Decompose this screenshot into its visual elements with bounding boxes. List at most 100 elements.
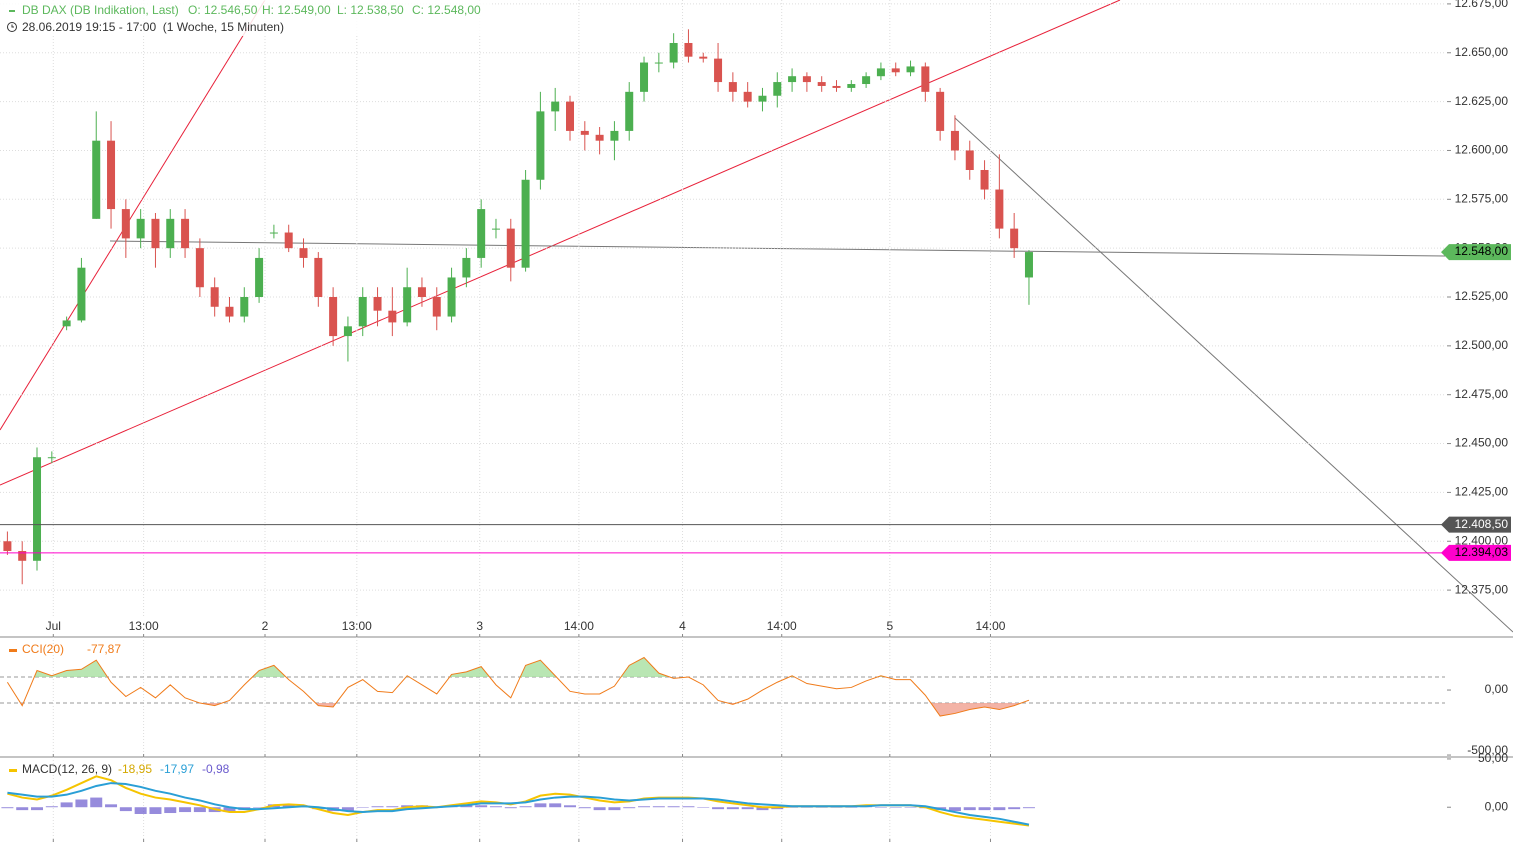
candle-body (965, 150, 974, 170)
indicator-value: -18,95 (118, 762, 152, 776)
histogram-bar (578, 807, 591, 809)
histogram-bar (1, 807, 14, 809)
candle-body (610, 130, 619, 141)
candle-body (699, 56, 708, 59)
histogram-bar (1022, 807, 1035, 809)
histogram-bar (356, 807, 369, 808)
indicator-title: CCI(20) (22, 642, 64, 656)
candle-body (136, 218, 145, 239)
candle-body (506, 228, 515, 268)
candle-body (728, 82, 737, 92)
candle-body (47, 457, 56, 459)
candle-body (714, 58, 723, 83)
candle-body (536, 111, 545, 180)
trendline (0, 0, 266, 431)
candle-body (77, 267, 86, 321)
candle-body (462, 257, 471, 278)
candle-body (566, 101, 575, 131)
candle-body (195, 248, 204, 288)
y-tick-label: 12.575,00 (1455, 191, 1509, 205)
candle-body (684, 42, 693, 57)
candle-body (625, 91, 634, 131)
histogram-bar (90, 797, 103, 808)
x-tick-label: 4 (679, 619, 686, 633)
chart-subtitle: 28.06.2019 19:15 - 17:00 (1 Woche, 15 Mi… (22, 20, 284, 34)
candle-body (862, 76, 871, 85)
histogram-bar (475, 805, 488, 808)
candle-body (891, 68, 900, 73)
candle-body (773, 82, 782, 96)
candle-body (210, 287, 219, 307)
candle-body (33, 457, 42, 561)
candle-body (551, 101, 560, 112)
candle-body (92, 140, 101, 219)
histogram-bar (371, 806, 384, 808)
candle-body (817, 82, 826, 86)
price-tag-label: 12.548,00 (1455, 244, 1509, 258)
ohlc-label: O: 12.546,50 (188, 3, 258, 17)
histogram-bar (179, 807, 192, 813)
indicator-value: -17,97 (160, 762, 194, 776)
candle-body (240, 297, 249, 317)
candle-body (314, 257, 323, 298)
candle-body (343, 326, 352, 337)
candle-body (906, 66, 915, 73)
histogram-bar (830, 807, 843, 808)
macd-line (7, 782, 1030, 826)
candle-body (936, 91, 945, 131)
candle-body (580, 130, 589, 135)
y-tick-label: 50,00 (1478, 751, 1508, 765)
y-tick-label: 12.500,00 (1455, 338, 1509, 352)
histogram-bar (134, 807, 147, 814)
y-tick-label: 12.525,00 (1455, 289, 1509, 303)
candle-body (403, 287, 412, 323)
chart-title: DB DAX (DB Indikation, Last) (22, 3, 179, 17)
price-tag-label: 12.408,50 (1455, 517, 1509, 531)
price-tag (1441, 544, 1511, 561)
candle-body (432, 297, 441, 317)
histogram-bar (904, 807, 917, 808)
histogram-bar (800, 807, 813, 808)
histogram-bar (164, 807, 177, 814)
histogram-bar (105, 804, 118, 808)
histogram-bar (667, 806, 680, 808)
y-tick-label: 12.450,00 (1455, 436, 1509, 450)
candle-body (121, 209, 130, 239)
candle-body (181, 218, 190, 249)
candle-body (255, 257, 264, 298)
candle-body (654, 62, 663, 64)
candle-body (921, 66, 930, 92)
histogram-bar (593, 807, 606, 811)
histogram-bar (697, 807, 710, 808)
header-backdrop (0, 0, 490, 36)
ohlc-label: C: 12.548,00 (412, 3, 481, 17)
histogram-bar (1008, 807, 1021, 810)
legend-swatch (9, 10, 15, 12)
candle-body (876, 68, 885, 77)
y-tick-label: 12.650,00 (1455, 45, 1509, 59)
histogram-bar (149, 807, 162, 814)
x-tick-label: 13:00 (342, 619, 372, 633)
histogram-bar (16, 807, 29, 811)
histogram-bar (845, 807, 858, 808)
candle-body (950, 130, 959, 151)
indicator-value: -77,87 (87, 642, 121, 656)
histogram-bar (119, 807, 132, 812)
y-tick-label: 12.375,00 (1455, 582, 1509, 596)
histogram-bar (889, 807, 902, 808)
indicator-title: MACD(12, 26, 9) (22, 762, 112, 776)
candle-body (595, 134, 604, 141)
price-tag-label: 12.394,03 (1455, 545, 1509, 559)
y-tick-label: 12.675,00 (1455, 0, 1509, 10)
y-tick-label: 12.475,00 (1455, 387, 1509, 401)
candle-body (847, 84, 856, 88)
histogram-bar (638, 806, 651, 808)
candle-body (447, 277, 456, 317)
histogram-bar (282, 804, 295, 808)
histogram-bar (193, 807, 206, 813)
candle-body (269, 232, 278, 234)
candle-body (107, 140, 116, 210)
